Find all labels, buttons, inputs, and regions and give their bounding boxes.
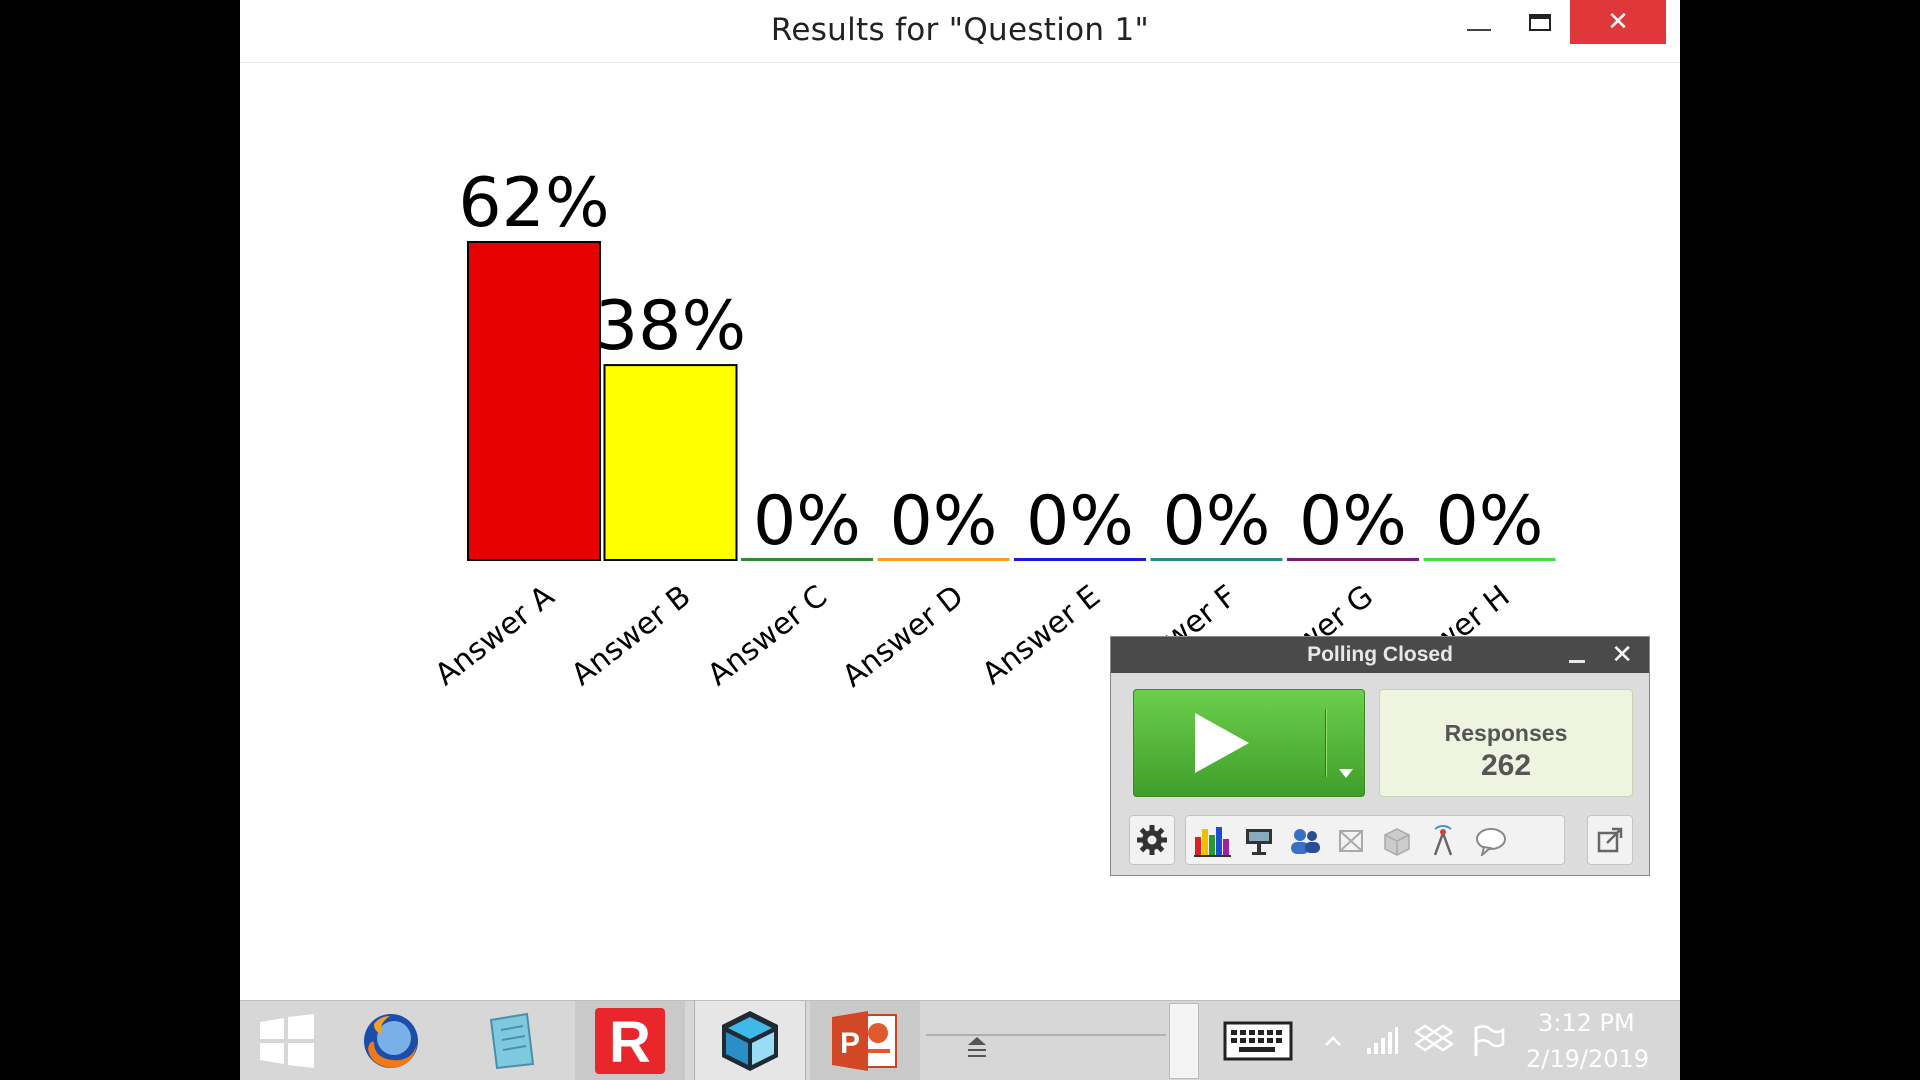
polling-title: Polling Closed — [1307, 643, 1453, 666]
data-label-1: 62% — [458, 164, 609, 243]
antenna-icon[interactable] — [1420, 816, 1466, 866]
taskbar: R P — [240, 1000, 1680, 1080]
data-label-4: 0% — [890, 482, 998, 561]
polling-tools-group — [1185, 815, 1565, 865]
notepad-icon[interactable] — [456, 1001, 566, 1080]
polling-minimize-button[interactable] — [1569, 641, 1587, 665]
export-icon[interactable] — [1587, 815, 1633, 865]
presentation-icon[interactable] — [1236, 816, 1282, 866]
settings-icon[interactable] — [1129, 815, 1175, 865]
chart-icon[interactable] — [1190, 816, 1236, 866]
window-title: Results for "Question 1" — [770, 12, 1150, 48]
dropdown-arrow-icon[interactable] — [1339, 769, 1353, 778]
cube-icon[interactable] — [1374, 816, 1420, 866]
category-label-2: Answer B — [565, 579, 697, 693]
play-icon — [1195, 713, 1249, 773]
bar-2 — [603, 364, 738, 561]
windows-start-icon[interactable] — [252, 1001, 322, 1080]
show-hidden-icons-icon[interactable] — [1318, 1001, 1348, 1080]
play-divider — [1325, 709, 1326, 777]
bar-5 — [1014, 558, 1146, 561]
bar-3 — [741, 558, 873, 561]
bar-8 — [1423, 558, 1556, 561]
category-label-4: Answer D — [836, 579, 970, 695]
data-label-7: 0% — [1299, 482, 1407, 561]
responses-counter: Responses 262 — [1379, 689, 1633, 797]
clock-time[interactable]: 3:12 PM — [1538, 1009, 1635, 1037]
start-polling-button[interactable] — [1133, 689, 1365, 797]
bar-6 — [1150, 558, 1283, 561]
data-label-3: 0% — [753, 482, 861, 561]
category-label-1: Answer A — [429, 578, 562, 692]
polling-toolbar — [1129, 815, 1634, 865]
r-app-icon[interactable]: R — [575, 1001, 685, 1080]
results-chart: 62%38%0% 0% 0% 0% 0% 0% Answer A Answer B Answe… — [429, 164, 1556, 695]
firefox-icon[interactable] — [336, 1001, 446, 1080]
title-bar: Results for "Question 1" ✕ — [240, 0, 1680, 63]
comment-icon[interactable] — [1468, 816, 1514, 866]
clock-date[interactable]: 2/19/2019 — [1526, 1045, 1650, 1073]
polling-header: Polling Closed ✕ — [1111, 637, 1649, 673]
minimize-button[interactable] — [1444, 0, 1514, 44]
svg-text:P: P — [840, 1027, 860, 1060]
polling-close-button[interactable]: ✕ — [1611, 640, 1633, 670]
taskbar-scrollbar[interactable] — [1169, 1003, 1199, 1079]
network-signal-icon[interactable] — [1362, 1001, 1402, 1080]
bar-1 — [467, 241, 601, 561]
svg-text:R: R — [609, 1010, 651, 1074]
data-label-2: 38% — [595, 287, 746, 366]
data-label-8: 0% — [1436, 482, 1544, 561]
participants-icon[interactable] — [1282, 816, 1328, 866]
responses-label: Responses — [1444, 720, 1568, 746]
dropbox-icon[interactable] — [1412, 1001, 1456, 1080]
responses-count: 262 — [1480, 749, 1532, 782]
grid-icon[interactable] — [1328, 816, 1374, 866]
keyboard-icon[interactable] — [1218, 1001, 1298, 1080]
cube-app-icon[interactable] — [694, 1001, 806, 1080]
category-label-3: Answer C — [701, 579, 834, 693]
action-center-flag-icon[interactable] — [1466, 1001, 1510, 1080]
data-label-6: 0% — [1163, 482, 1271, 561]
app-screen: Results for "Question 1" ✕ 62% 38% 0% 0% 0% 0… — [240, 0, 1680, 1080]
bar-4 — [877, 558, 1010, 561]
powerpoint-icon[interactable]: P — [810, 1001, 920, 1080]
close-button[interactable]: ✕ — [1570, 0, 1666, 44]
maximize-button[interactable] — [1505, 0, 1575, 44]
taskbar-scroll-area — [926, 1001, 1166, 1080]
bar-7 — [1287, 558, 1419, 561]
category-label-5: Answer E — [976, 579, 1107, 692]
data-label-5: 0% — [1026, 482, 1134, 561]
polling-panel: Polling Closed ✕ Responses 262 — [1110, 636, 1650, 876]
